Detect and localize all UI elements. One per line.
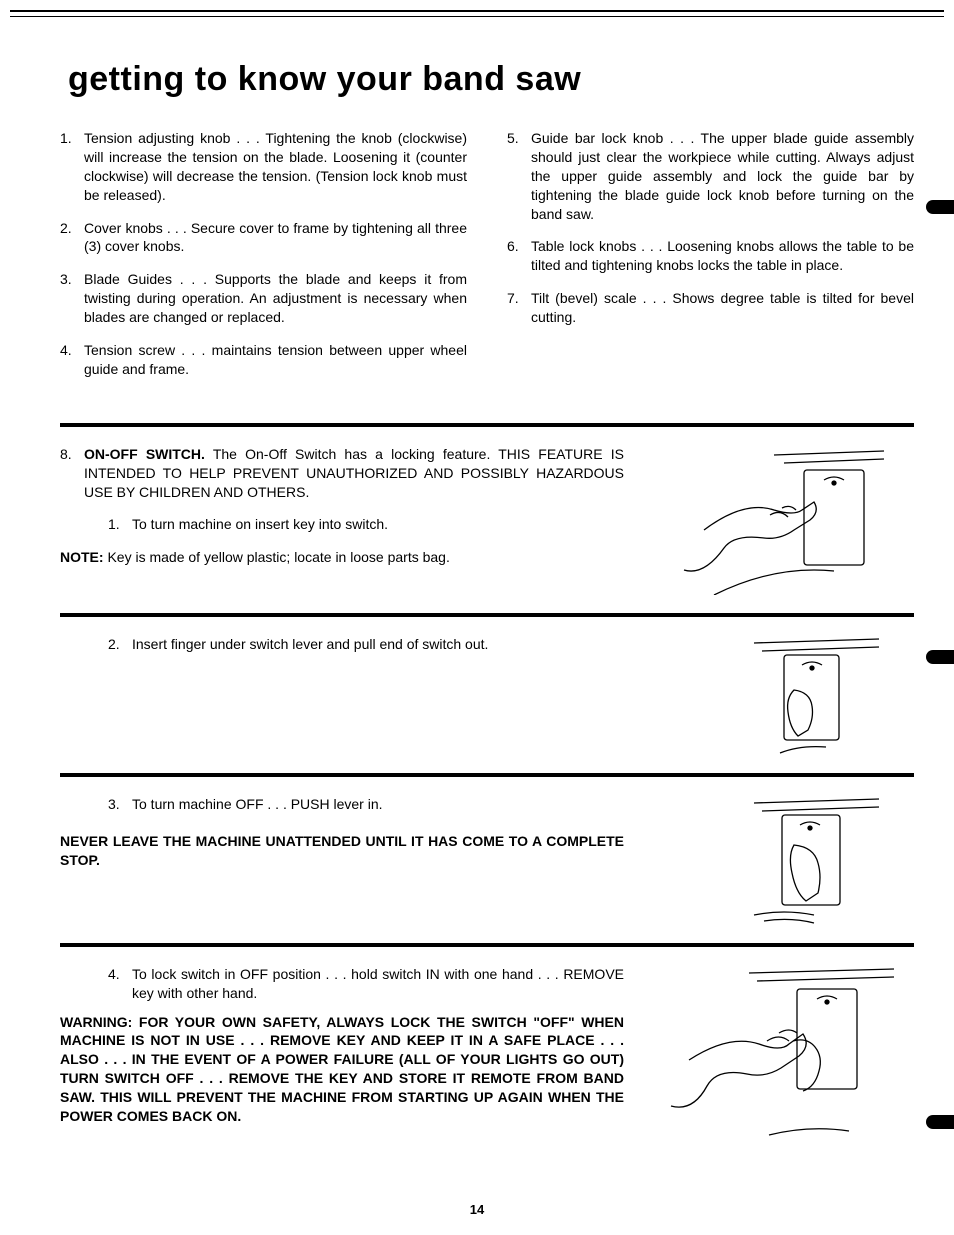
list-item: 3.Blade Guides . . . Supports the blade … (60, 270, 467, 327)
item-text: Tension screw . . . maintains tension be… (84, 341, 467, 379)
sub-text: To lock switch in OFF position . . . hol… (132, 965, 624, 1003)
right-column: 5.Guide bar lock knob . . . The upper bl… (507, 129, 914, 393)
page-top-rule (10, 10, 944, 12)
sub-text: To turn machine OFF . . . PUSH lever in. (132, 795, 624, 814)
figure-remove-key (654, 965, 914, 1145)
list-item: 6.Table lock knobs . . . Loosening knobs… (507, 237, 914, 275)
figure-insert-key (654, 445, 914, 595)
section-text: 2. Insert finger under switch lever and … (60, 635, 624, 654)
divider (60, 773, 914, 777)
thumb-index-mark (926, 650, 954, 664)
item-number: 6. (507, 237, 531, 275)
list-item: 2.Cover knobs . . . Secure cover to fram… (60, 219, 467, 257)
figure-push-lever (654, 795, 914, 925)
sub-text: To turn machine on insert key into switc… (132, 515, 624, 534)
item-number: 7. (507, 289, 531, 327)
list-item: 1.Tension adjusting knob . . . Tightenin… (60, 129, 467, 205)
item-number: 8. (60, 445, 84, 502)
page-title: getting to know your band saw (68, 60, 914, 99)
item-text: Tension adjusting knob . . . Tightening … (84, 129, 467, 205)
page-number: 14 (470, 1202, 484, 1217)
divider (60, 613, 914, 617)
figure-pull-lever (654, 635, 914, 755)
list-item: 4.Tension screw . . . maintains tension … (60, 341, 467, 379)
sub-number: 1. (108, 515, 132, 534)
intro-columns: 1.Tension adjusting knob . . . Tightenin… (60, 129, 914, 393)
sub-number: 2. (108, 635, 132, 654)
section-text: 8. ON-OFF SWITCH. The On-Off Switch has … (60, 445, 624, 577)
section-text: 3. To turn machine OFF . . . PUSH lever … (60, 795, 624, 880)
list-item: 5.Guide bar lock knob . . . The upper bl… (507, 129, 914, 223)
item-text: Tilt (bevel) scale . . . Shows degree ta… (531, 289, 914, 327)
list-item: 7.Tilt (bevel) scale . . . Shows degree … (507, 289, 914, 327)
item-text: Blade Guides . . . Supports the blade an… (84, 270, 467, 327)
section-text: 4. To lock switch in OFF position . . . … (60, 965, 624, 1136)
section-lock-off: 4. To lock switch in OFF position . . . … (60, 965, 914, 1145)
section-on-off: 8. ON-OFF SWITCH. The On-Off Switch has … (60, 445, 914, 595)
item-text: Cover knobs . . . Secure cover to frame … (84, 219, 467, 257)
item-number: 2. (60, 219, 84, 257)
item-text: Table lock knobs . . . Loosening knobs a… (531, 237, 914, 275)
item-text: ON-OFF SWITCH. The On-Off Switch has a l… (84, 445, 624, 502)
note-text: Key is made of yellow plastic; locate in… (104, 549, 450, 565)
divider (60, 423, 914, 427)
bold-lead: ON-OFF SWITCH. (84, 446, 205, 462)
item-number: 3. (60, 270, 84, 327)
left-column: 1.Tension adjusting knob . . . Tightenin… (60, 129, 467, 393)
note-label: NOTE: (60, 549, 104, 565)
warning-text: WARNING: FOR YOUR OWN SAFETY, ALWAYS LOC… (60, 1013, 624, 1126)
item-number: 5. (507, 129, 531, 223)
thumb-index-mark (926, 1115, 954, 1129)
sub-text: Insert finger under switch lever and pul… (132, 635, 624, 654)
sub-number: 4. (108, 965, 132, 1003)
divider (60, 943, 914, 947)
section-push-in: 3. To turn machine OFF . . . PUSH lever … (60, 795, 914, 925)
section-pull-out: 2. Insert finger under switch lever and … (60, 635, 914, 755)
item-text: Guide bar lock knob . . . The upper blad… (531, 129, 914, 223)
item-number: 1. (60, 129, 84, 205)
thumb-index-mark (926, 200, 954, 214)
item-number: 4. (60, 341, 84, 379)
sub-number: 3. (108, 795, 132, 814)
warning-text: NEVER LEAVE THE MACHINE UNATTENDED UNTIL… (60, 832, 624, 870)
